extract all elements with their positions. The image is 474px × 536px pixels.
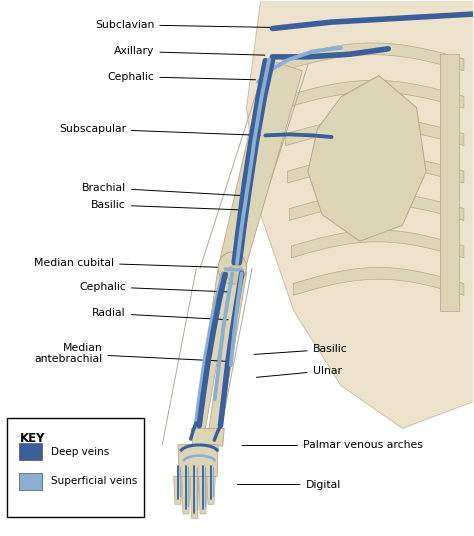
Bar: [18, 443, 42, 460]
Circle shape: [218, 252, 246, 284]
Polygon shape: [293, 267, 464, 295]
Polygon shape: [286, 118, 464, 146]
Bar: [440, 54, 459, 311]
Text: Ulnar: Ulnar: [256, 366, 342, 377]
Polygon shape: [182, 477, 190, 514]
Text: Cephalic: Cephalic: [108, 72, 255, 81]
Polygon shape: [209, 269, 247, 432]
Text: Subclavian: Subclavian: [95, 20, 270, 30]
FancyBboxPatch shape: [7, 418, 144, 517]
Polygon shape: [290, 192, 464, 220]
Polygon shape: [207, 477, 215, 504]
Polygon shape: [246, 1, 474, 428]
Polygon shape: [173, 477, 182, 504]
Polygon shape: [288, 155, 464, 183]
Text: Digital: Digital: [237, 480, 341, 489]
Polygon shape: [199, 477, 207, 514]
Polygon shape: [178, 444, 218, 477]
Text: Median cubital: Median cubital: [34, 258, 239, 268]
Bar: [18, 473, 42, 490]
Text: Brachial: Brachial: [82, 183, 244, 196]
Text: Subscapular: Subscapular: [59, 124, 260, 135]
Polygon shape: [191, 428, 224, 446]
Circle shape: [227, 265, 244, 284]
Text: Basilic: Basilic: [254, 344, 347, 354]
Polygon shape: [308, 76, 426, 241]
Text: KEY: KEY: [19, 432, 45, 445]
Polygon shape: [193, 271, 233, 432]
Polygon shape: [292, 230, 464, 258]
Text: Median
antebrachial: Median antebrachial: [34, 343, 229, 364]
Text: Basilic: Basilic: [91, 200, 248, 210]
Polygon shape: [284, 80, 464, 108]
Text: Deep veins: Deep veins: [51, 447, 109, 457]
Text: Cephalic: Cephalic: [79, 282, 229, 292]
Text: Palmar venous arches: Palmar venous arches: [242, 441, 423, 450]
Polygon shape: [282, 43, 464, 71]
Text: Superficial veins: Superficial veins: [51, 477, 137, 486]
Text: Radial: Radial: [92, 308, 228, 319]
Text: Axillary: Axillary: [114, 47, 265, 56]
Polygon shape: [190, 477, 199, 518]
Polygon shape: [219, 59, 302, 270]
